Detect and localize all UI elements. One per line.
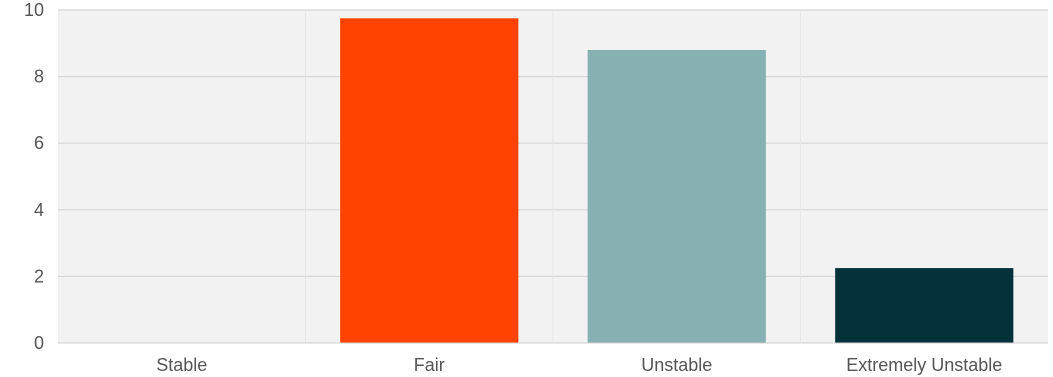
bar-extremely-unstable xyxy=(835,268,1014,343)
y-axis-tick-labels: 0 2 4 6 8 10 xyxy=(24,0,44,353)
y-tick-label: 8 xyxy=(34,67,44,87)
x-axis-tick-labels: Stable Fair Unstable Extremely Unstable xyxy=(156,355,1002,375)
x-tick-label: Unstable xyxy=(641,355,712,375)
y-tick-label: 6 xyxy=(34,133,44,153)
x-tick-label: Fair xyxy=(414,355,445,375)
bars xyxy=(340,18,1014,344)
bar-fair xyxy=(340,18,519,343)
x-tick-label: Extremely Unstable xyxy=(846,355,1002,375)
y-tick-label: 10 xyxy=(24,0,44,20)
y-tick-label: 2 xyxy=(34,266,44,286)
y-tick-label: 0 xyxy=(34,333,44,353)
x-tick-label: Stable xyxy=(156,355,207,375)
y-tick-label: 4 xyxy=(34,200,44,220)
bar-unstable xyxy=(587,49,766,344)
